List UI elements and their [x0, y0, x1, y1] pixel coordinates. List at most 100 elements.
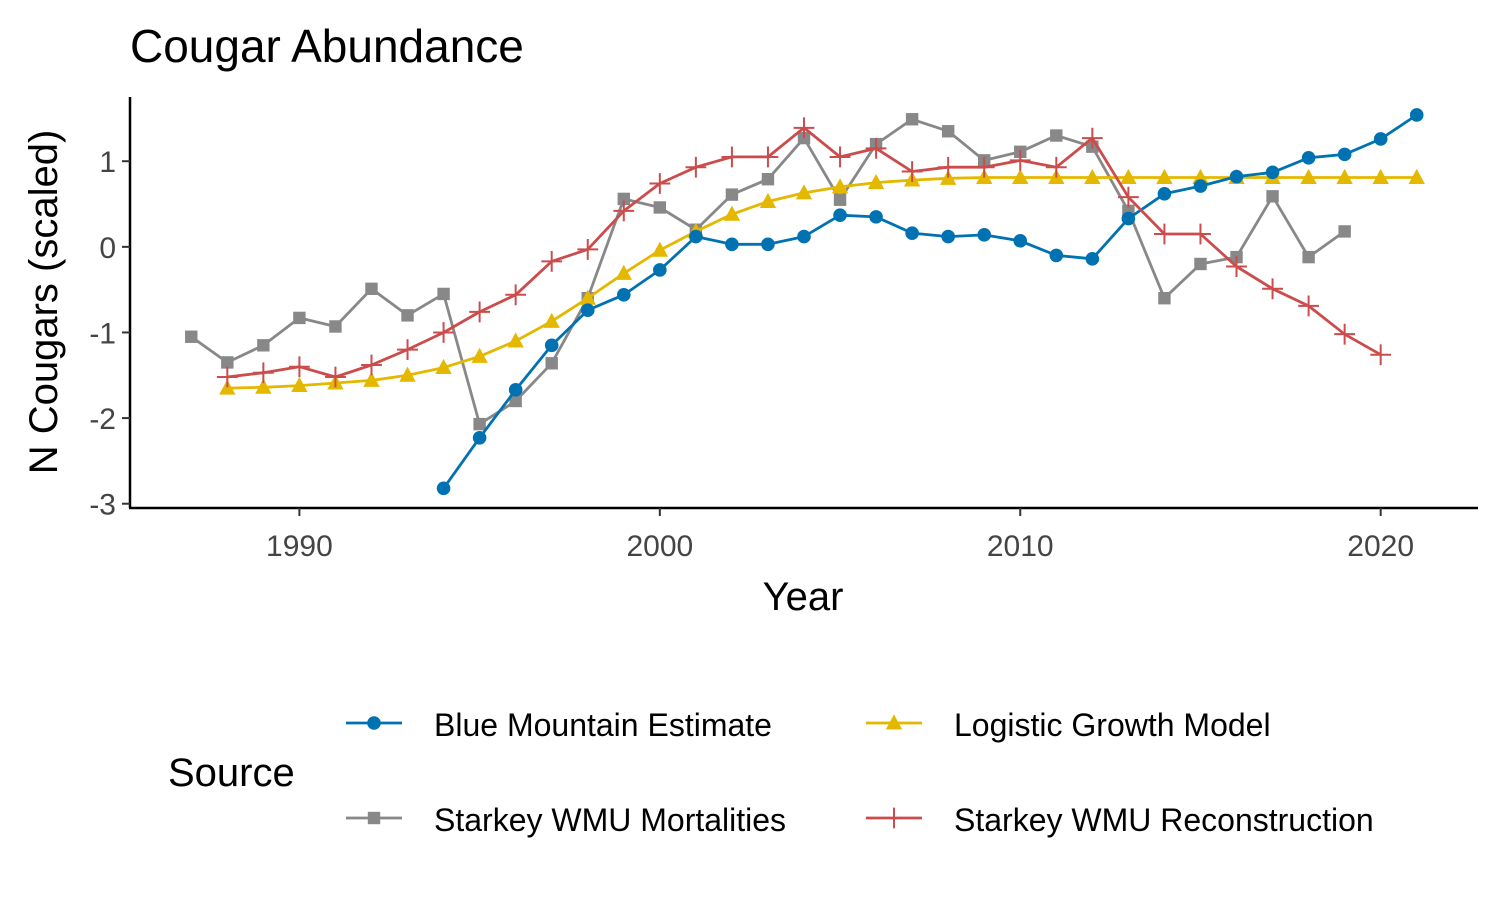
- legend-item: Logistic Growth Model: [866, 707, 1271, 743]
- axes: -3 -2 -1 0 1 1990 2000 2010 2020: [89, 97, 1478, 563]
- data-point: [329, 320, 342, 333]
- data-point: [901, 161, 923, 182]
- series-starkey-wmu-mortalities: [185, 113, 1351, 431]
- data-point: [1338, 225, 1351, 238]
- legend-label: Starkey WMU Reconstruction: [954, 802, 1374, 838]
- data-point: [651, 241, 669, 257]
- y-ticks: -3 -2 -1 0 1: [89, 146, 130, 522]
- data-point: [1226, 256, 1247, 277]
- data-point: [1302, 250, 1315, 264]
- data-point: [905, 226, 919, 240]
- data-point: [216, 366, 238, 388]
- data-point: [1229, 169, 1244, 184]
- data-point: [543, 312, 560, 328]
- x-tick-label: 1990: [266, 530, 333, 563]
- data-point: [653, 201, 667, 214]
- data-point: [1336, 168, 1353, 184]
- y-tick-label: 1: [99, 146, 116, 179]
- y-tick-label: 0: [99, 232, 116, 265]
- data-point: [649, 173, 671, 194]
- data-point: [1013, 234, 1028, 248]
- data-point: [437, 287, 450, 301]
- data-point: [757, 146, 779, 168]
- data-point: [580, 303, 595, 318]
- data-point: [508, 383, 523, 397]
- data-point: [293, 311, 306, 325]
- data-point: [433, 322, 454, 343]
- data-point: [617, 192, 630, 206]
- data-point: [579, 289, 596, 305]
- data-point: [255, 378, 272, 394]
- data-point: [1194, 257, 1207, 271]
- series-line: [227, 176, 1417, 390]
- data-point: [289, 356, 310, 378]
- data-point: [1190, 223, 1211, 245]
- y-tick-label: -2: [89, 403, 116, 436]
- data-point: [505, 284, 527, 306]
- data-point: [831, 178, 849, 194]
- legend-key-marker: [367, 811, 381, 825]
- data-point: [761, 237, 775, 252]
- data-point: [1266, 190, 1279, 203]
- data-point: [1084, 168, 1101, 184]
- data-point: [469, 301, 491, 323]
- data-point: [616, 287, 631, 302]
- data-point: [653, 263, 667, 277]
- data-point: [361, 354, 382, 376]
- data-point: [1120, 168, 1137, 184]
- data-point: [613, 200, 635, 222]
- legend-label: Logistic Growth Model: [954, 707, 1271, 743]
- plot-area: [185, 108, 1425, 496]
- series-logistic-growth-model: [219, 168, 1425, 395]
- data-point: [1301, 150, 1316, 165]
- data-point: [689, 229, 703, 244]
- x-tick-label: 2010: [987, 530, 1054, 563]
- data-point: [905, 113, 919, 126]
- data-point: [1158, 292, 1171, 305]
- legend-key-marker: [367, 716, 381, 730]
- data-point: [1154, 223, 1175, 245]
- data-point: [1045, 156, 1067, 178]
- data-point: [291, 376, 308, 393]
- series-starkey-wmu-reconstruction: [216, 117, 1392, 388]
- data-point: [1012, 168, 1029, 184]
- data-point: [833, 193, 847, 206]
- data-point: [365, 282, 378, 295]
- data-point: [1192, 168, 1209, 184]
- legend-item: Starkey WMU Reconstruction: [866, 802, 1374, 838]
- data-point: [1262, 278, 1283, 300]
- data-point: [833, 208, 847, 222]
- legend-label: Blue Mountain Estimate: [434, 707, 772, 743]
- data-point: [937, 156, 959, 178]
- data-point: [1009, 149, 1031, 171]
- data-point: [1085, 252, 1100, 266]
- data-point: [829, 146, 851, 168]
- data-point: [1049, 248, 1064, 263]
- data-point: [973, 156, 995, 178]
- data-point: [399, 366, 416, 382]
- data-point: [725, 188, 739, 201]
- data-point: [1408, 168, 1425, 184]
- data-point: [615, 264, 632, 280]
- data-point: [941, 125, 955, 138]
- y-tick-label: -1: [89, 317, 116, 350]
- data-point: [1081, 127, 1103, 149]
- y-axis-label: N Cougars (scaled): [22, 130, 66, 475]
- data-point: [1298, 295, 1319, 317]
- legend-key-marker: [885, 714, 903, 730]
- data-point: [1157, 186, 1172, 201]
- data-point: [1370, 344, 1392, 366]
- data-point: [1373, 132, 1388, 146]
- x-tick-label: 2000: [626, 530, 693, 563]
- series-blue-mountain-estimate: [436, 108, 1424, 496]
- series-line: [442, 113, 1418, 490]
- data-point: [471, 347, 488, 363]
- data-point: [577, 239, 599, 260]
- data-point: [1117, 186, 1139, 208]
- data-point: [544, 338, 559, 353]
- legend-item: Blue Mountain Estimate: [346, 707, 772, 743]
- data-point: [869, 210, 883, 224]
- data-point: [941, 229, 955, 244]
- data-point: [1121, 211, 1136, 226]
